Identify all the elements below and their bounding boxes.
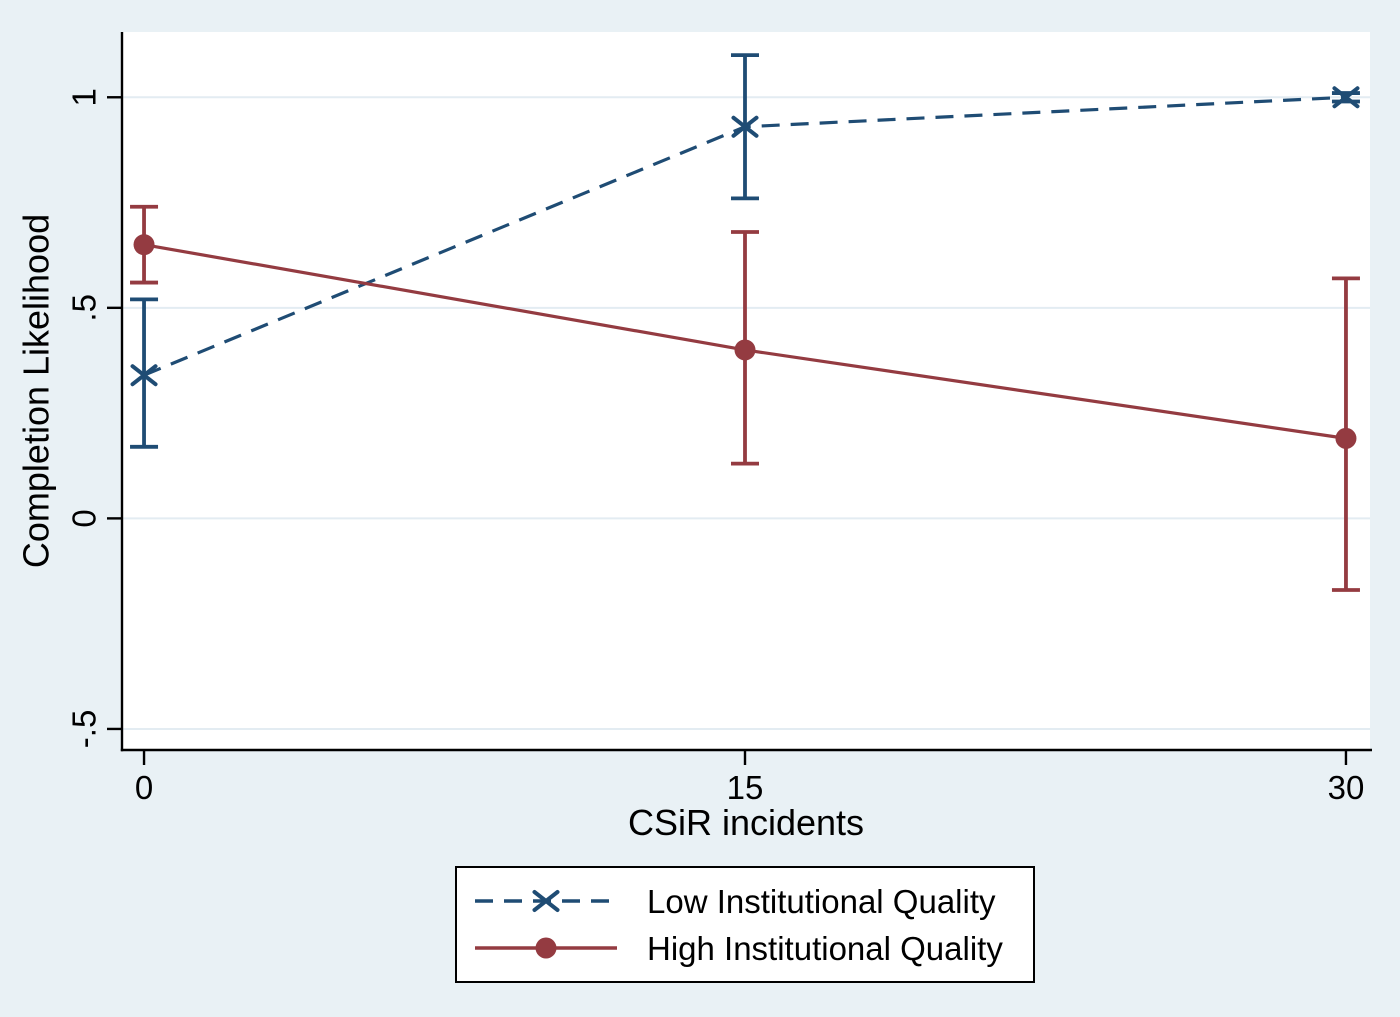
legend-line-sample-low [475, 890, 617, 912]
legend-item-high: High Institutional Quality [471, 928, 1033, 968]
x-tick-label: 30 [1328, 769, 1365, 806]
x-marker [130, 364, 158, 387]
circle-marker [535, 937, 557, 959]
legend-line-sample-high [475, 937, 617, 959]
y-axis-title: Completion Likelihood [16, 214, 57, 568]
x-marker [731, 115, 759, 138]
x-tick-label: 15 [727, 769, 764, 806]
series-high-institutional-quality [130, 204, 1360, 592]
y-tick-label: 1 [66, 88, 103, 106]
legend: Low Institutional Quality High Instituti… [455, 866, 1035, 983]
y-tick-label: -.5 [66, 710, 103, 749]
legend-label-low: Low Institutional Quality [647, 882, 996, 920]
x-tick-label: 0 [135, 769, 153, 806]
circle-marker [133, 234, 155, 256]
plot-area: -.5 0 .5 1 0 15 30 CSiR incidents Completion Lik… [16, 32, 1372, 843]
x-axis-title: CSiR incidents [628, 802, 864, 843]
y-tick-label: .5 [66, 294, 103, 322]
y-tick-label: 0 [66, 509, 103, 527]
x-marker [1332, 86, 1360, 109]
x-marker [532, 890, 560, 912]
legend-item-low: Low Institutional Quality [471, 881, 1033, 921]
legend-label-high: High Institutional Quality [647, 929, 1003, 967]
series-low-institutional-quality [130, 53, 1360, 449]
circle-marker [734, 339, 756, 361]
circle-marker [1335, 427, 1357, 449]
